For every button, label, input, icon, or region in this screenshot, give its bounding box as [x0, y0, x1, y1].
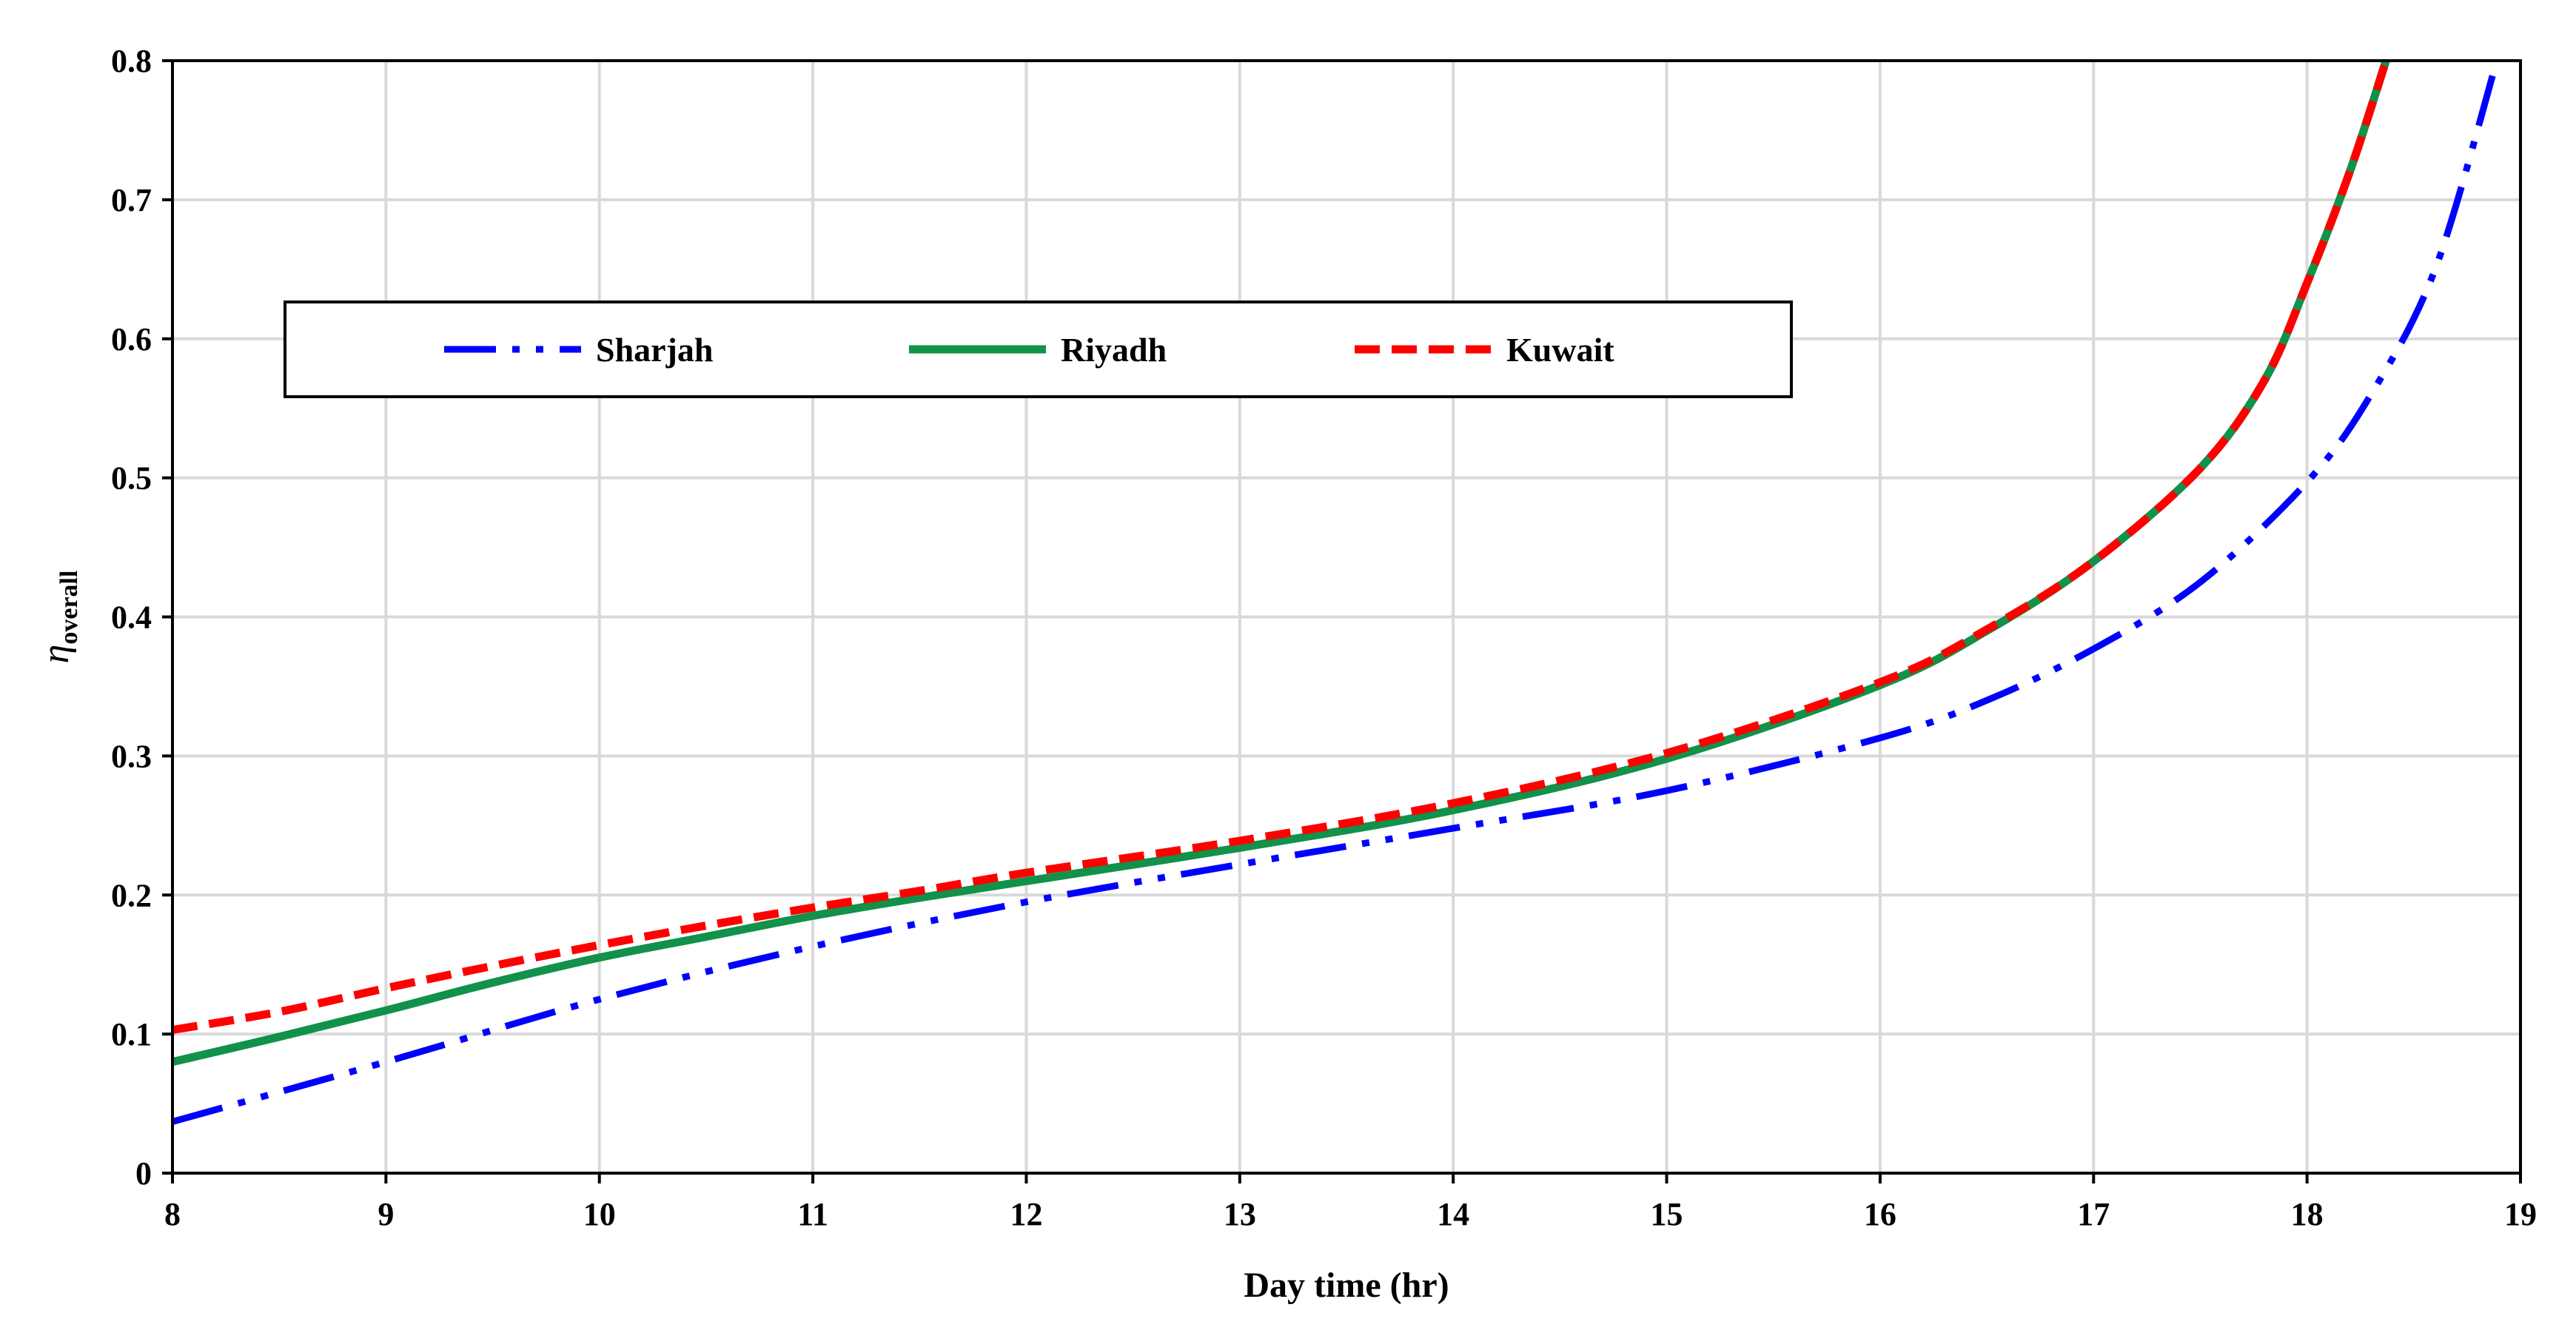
y-tick-label: 0.1 — [111, 1016, 152, 1052]
legend-label-riyadh: Riyadh — [1061, 331, 1167, 369]
series-layer — [171, 59, 2498, 1125]
y-axis-title-sub: overall — [56, 571, 83, 645]
x-tick-label: 11 — [797, 1196, 828, 1232]
legend-label-sharjah: Sharjah — [596, 331, 713, 369]
legend-label-kuwait: Kuwait — [1506, 331, 1614, 369]
y-tick-label: 0 — [135, 1155, 152, 1192]
y-tick-label: 0.2 — [111, 877, 152, 913]
x-tick-label: 14 — [1437, 1196, 1469, 1232]
y-tick-label: 0.7 — [111, 182, 152, 218]
y-axis-ticks: 0 0.1 0.2 0.3 0.4 0.5 0.6 0.7 0.8 — [111, 43, 172, 1192]
x-tick-label: 18 — [2291, 1196, 2324, 1232]
y-axis-title-main: η — [35, 645, 77, 664]
x-axis-ticks: 8 9 10 11 12 13 14 15 16 17 18 19 — [164, 1173, 2537, 1232]
x-tick-label: 10 — [583, 1196, 616, 1232]
series-line-sharjah — [171, 67, 2498, 1125]
series-line-kuwait — [172, 59, 2390, 1034]
y-tick-label: 0.5 — [111, 460, 152, 497]
x-tick-label: 15 — [1651, 1196, 1683, 1232]
x-axis-title: Day time (hr) — [1244, 1266, 1449, 1305]
y-tick-label: 0.8 — [111, 43, 152, 79]
x-tick-label: 16 — [1864, 1196, 1896, 1232]
y-axis-title: ηoverall — [35, 571, 83, 664]
x-tick-label: 9 — [378, 1196, 394, 1232]
x-tick-label: 8 — [164, 1196, 181, 1232]
y-tick-label: 0.6 — [111, 321, 152, 357]
x-tick-label: 12 — [1010, 1196, 1042, 1232]
y-tick-label: 0.4 — [111, 600, 152, 636]
y-tick-label: 0.3 — [111, 738, 152, 774]
grid-lines — [171, 59, 2522, 1175]
legend: Sharjah Riyadh Kuwait — [284, 300, 1793, 398]
x-tick-label: 19 — [2504, 1196, 2537, 1232]
x-tick-label: 13 — [1224, 1196, 1256, 1232]
x-tick-label: 17 — [2077, 1196, 2110, 1232]
